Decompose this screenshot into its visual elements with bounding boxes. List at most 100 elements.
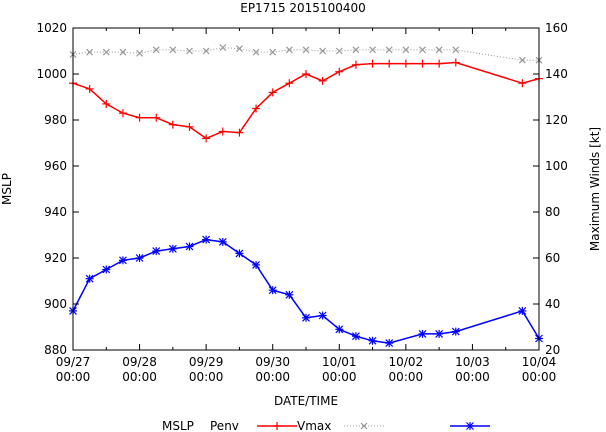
- data-point: [135, 113, 144, 122]
- y-tick-label: 960: [44, 159, 67, 173]
- data-point: [402, 46, 410, 54]
- data-point: [385, 339, 394, 348]
- x-tick-label-date: 10/03: [455, 355, 490, 369]
- data-point: [168, 120, 177, 129]
- data-point: [135, 254, 144, 262]
- axes: 880 900 920 940 960 980 1000 1020 20 40 60 80 100 120…: [36, 21, 567, 384]
- y-tick-label: 1000: [36, 67, 67, 81]
- data-point: [102, 99, 111, 108]
- x-tick-label-date: 10/04: [522, 355, 557, 369]
- data-point: [360, 422, 368, 430]
- x-tick-label-time: 00:00: [455, 370, 490, 384]
- data-point: [273, 422, 281, 430]
- x-tick-label-date: 09/30: [255, 355, 290, 369]
- data-point: [518, 79, 527, 88]
- y-tick-label: 880: [44, 343, 67, 357]
- data-point: [435, 46, 443, 54]
- y2-tick-label: 100: [545, 159, 568, 173]
- x-tick-label-date: 09/27: [56, 355, 91, 369]
- chart-title: EP1715 2015100400: [240, 1, 366, 15]
- data-point: [102, 48, 110, 56]
- y2-tick-label: 140: [545, 67, 568, 81]
- legend-label: Penv: [210, 419, 239, 432]
- data-point: [252, 48, 260, 56]
- legend-label: Vmax: [297, 419, 331, 432]
- y-tick-label: 1020: [36, 21, 67, 35]
- data-point: [218, 127, 227, 136]
- data-point: [518, 306, 527, 315]
- y2-tick-label: 40: [545, 297, 560, 311]
- data-point: [418, 59, 427, 68]
- data-point: [385, 59, 394, 68]
- x-tick-label-time: 00:00: [122, 370, 157, 384]
- y-tick-label: 900: [44, 297, 67, 311]
- data-point: [518, 56, 526, 64]
- data-point: [351, 332, 360, 341]
- data-point: [236, 45, 243, 53]
- data-point: [369, 46, 376, 54]
- y2-tick-label: 80: [545, 205, 560, 219]
- data-point: [202, 134, 211, 143]
- series-layer: [69, 44, 543, 348]
- data-point: [235, 128, 244, 137]
- data-point: [185, 242, 194, 251]
- x-tick-label-date: 09/28: [122, 355, 157, 369]
- data-point: [401, 59, 410, 68]
- x-tick-label-date: 10/01: [322, 355, 357, 369]
- data-point: [168, 244, 177, 253]
- series-penv: [69, 58, 543, 143]
- data-point: [219, 44, 227, 51]
- x-tick-label-time: 00:00: [255, 370, 290, 384]
- data-point: [202, 47, 210, 55]
- y2-tick-label: 120: [545, 113, 568, 127]
- legend-title: MSLP: [162, 419, 194, 432]
- data-point: [185, 122, 194, 131]
- x-tick-label-time: 00:00: [522, 370, 557, 384]
- data-point: [368, 59, 377, 68]
- series-vmax: [69, 44, 543, 64]
- data-point: [269, 48, 277, 56]
- data-point: [218, 237, 227, 246]
- data-point: [435, 329, 444, 338]
- data-point: [119, 48, 127, 56]
- data-point: [186, 47, 193, 55]
- data-point: [118, 256, 127, 265]
- data-point: [319, 47, 327, 55]
- data-point: [302, 313, 310, 322]
- data-point: [152, 247, 161, 256]
- data-point: [118, 109, 127, 118]
- data-point: [419, 46, 426, 54]
- data-point: [418, 329, 427, 338]
- x-tick-label-time: 00:00: [389, 370, 424, 384]
- data-point: [252, 260, 261, 269]
- data-point: [302, 70, 310, 78]
- y2-tick-label: 160: [545, 21, 568, 35]
- data-point: [435, 59, 444, 68]
- x-tick-label-date: 10/02: [389, 355, 424, 369]
- y-tick-label: 940: [44, 205, 67, 219]
- data-point: [352, 46, 360, 54]
- series-line: [72, 47, 539, 61]
- x-tick-label-date: 09/29: [189, 355, 224, 369]
- data-point: [351, 60, 360, 69]
- data-point: [335, 67, 344, 76]
- data-point: [335, 325, 344, 334]
- data-point: [368, 336, 377, 345]
- y2-tick-label: 60: [545, 251, 560, 265]
- series-winds: [69, 235, 543, 348]
- data-point: [86, 48, 94, 56]
- data-point: [252, 104, 261, 113]
- data-point: [318, 311, 327, 320]
- data-point: [152, 113, 161, 122]
- data-point: [136, 49, 143, 57]
- data-point: [318, 76, 327, 85]
- data-point: [285, 79, 294, 88]
- data-point: [285, 46, 293, 54]
- data-point: [268, 88, 277, 97]
- data-point: [169, 46, 177, 54]
- data-point: [302, 46, 310, 54]
- y-tick-label: 920: [44, 251, 67, 265]
- legend: Penv Vmax: [210, 419, 490, 432]
- x-tick-label-time: 00:00: [189, 370, 224, 384]
